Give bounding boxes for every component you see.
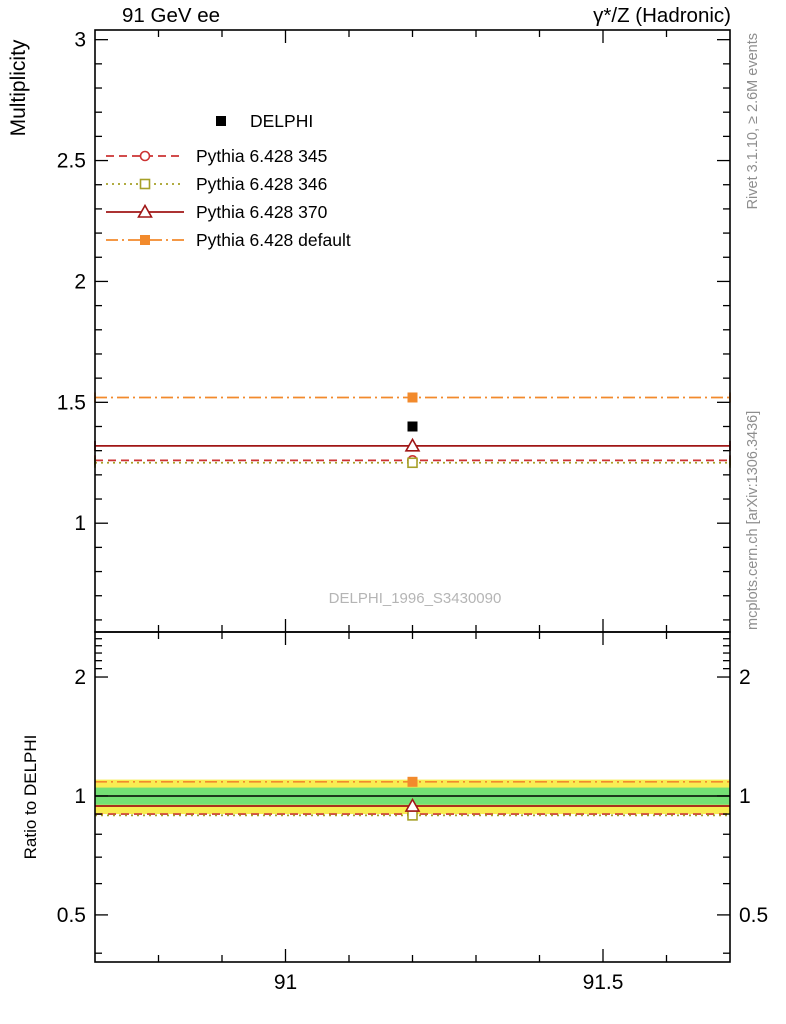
main-ytick-label: 2 xyxy=(74,270,86,293)
main-ytick-label: 2.5 xyxy=(57,150,86,173)
labels-layer: 91 GeV ee γ*/Z (Hadronic) Multiplicity R… xyxy=(7,4,761,859)
filled-square-marker xyxy=(216,116,226,126)
main-ytick-label: 3 xyxy=(74,29,86,52)
main-ytick-label: 1 xyxy=(74,512,86,535)
filled-square-marker xyxy=(140,235,150,245)
ticks-layer: 1 1.5 2 2.5 3 0.5 0.5 1 1 2 2 91 91.5 xyxy=(57,29,768,994)
open-triangle-marker xyxy=(404,437,421,452)
rivet-version-text: Rivet 3.1.10, ≥ 2.6M events xyxy=(745,33,761,209)
ratio-ytick-label-left: 1 xyxy=(74,785,86,808)
ratio-ytick-label-left: 0.5 xyxy=(57,904,86,927)
ratio-ytick-label-right: 2 xyxy=(739,666,751,689)
series-layer xyxy=(94,392,731,821)
legend-label: Pythia 6.428 370 xyxy=(196,202,328,222)
analysis-watermark: DELPHI_1996_S3430090 xyxy=(329,590,502,607)
ratio-ytick-label-right: 1 xyxy=(739,785,751,808)
legend-label: Pythia 6.428 346 xyxy=(196,174,327,194)
legend-entry: DELPHI xyxy=(216,111,313,131)
mcplots-reference-text: mcplots.cern.ch [arXiv:1306.3436] xyxy=(745,411,761,630)
legend-entry: Pythia 6.428 370 xyxy=(106,202,328,222)
legend-entry: Pythia 6.428 default xyxy=(106,230,351,250)
open-square-marker xyxy=(407,457,418,469)
ratio-ytick-label-right: 0.5 xyxy=(739,904,768,927)
filled-square-marker xyxy=(407,392,418,403)
filled-square-marker xyxy=(407,776,418,787)
main-ylabel: Multiplicity xyxy=(7,39,30,136)
main-panel-frame xyxy=(94,29,731,633)
main-ytick-label: 1.5 xyxy=(57,391,86,414)
legend-layer: DELPHI Pythia 6.428 345 Pythia 6.428 346 Py… xyxy=(106,111,351,250)
legend-label: DELPHI xyxy=(250,111,313,131)
frame-layer xyxy=(94,29,731,963)
legend-entry: Pythia 6.428 346 xyxy=(106,174,327,194)
filled-square-marker xyxy=(407,421,418,432)
open-circle-marker xyxy=(139,150,151,162)
xtick-label: 91 xyxy=(274,971,297,994)
legend-label: Pythia 6.428 default xyxy=(196,230,351,250)
ratio-ylabel: Ratio to DELPHI xyxy=(21,735,40,860)
open-triangle-marker xyxy=(404,797,421,812)
title-left: 91 GeV ee xyxy=(122,4,220,27)
title-right: γ*/Z (Hadronic) xyxy=(593,4,731,27)
legend-entry: Pythia 6.428 345 xyxy=(106,146,327,166)
legend-label: Pythia 6.428 345 xyxy=(196,146,327,166)
open-square-marker xyxy=(139,178,151,190)
xtick-label: 91.5 xyxy=(583,971,624,994)
open-square-marker xyxy=(407,810,418,821)
ratio-ytick-label-left: 2 xyxy=(74,666,86,689)
open-triangle-marker xyxy=(137,203,153,218)
